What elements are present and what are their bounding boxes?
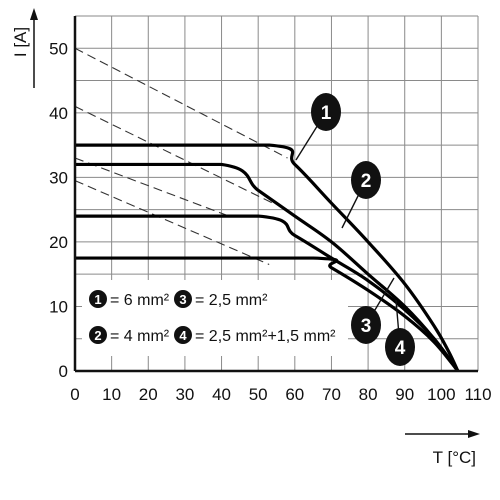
y-axis-arrow-icon — [30, 8, 38, 20]
legend-badge-label-4: 4 — [179, 328, 187, 343]
x-tick-label-30: 30 — [175, 385, 194, 404]
x-axis-title-group: T [°C] — [405, 430, 480, 467]
marker-circle-4 — [385, 328, 415, 366]
x-tick-label-90: 90 — [395, 385, 414, 404]
x-axis-arrow-icon — [468, 430, 480, 438]
y-tick-label-0: 0 — [59, 362, 68, 381]
x-tick-label-0: 0 — [70, 385, 79, 404]
reference-line-1 — [74, 47, 288, 159]
x-tick-label-100: 100 — [427, 385, 455, 404]
marker-circle-1 — [311, 93, 341, 131]
legend-badge-4 — [174, 326, 192, 344]
series-markers: 1 2 3 4 — [295, 93, 415, 366]
y-tick-label-50: 50 — [49, 39, 68, 58]
x-tick-label-60: 60 — [285, 385, 304, 404]
marker-label-3: 3 — [361, 316, 372, 337]
reference-lines — [74, 47, 288, 266]
x-tick-label-10: 10 — [102, 385, 121, 404]
marker-label-1: 1 — [321, 103, 332, 124]
legend: 1 = 6 mm² 3 = 2,5 mm² 2 = 4 mm² 4 = 2,5 mm²+1,5… — [82, 280, 348, 356]
legend-badge-3 — [174, 290, 192, 308]
x-tick-label-80: 80 — [359, 385, 378, 404]
reference-line-3 — [74, 157, 230, 217]
reference-line-4 — [74, 180, 270, 266]
y-axis-title: I [A] — [11, 27, 30, 57]
legend-badge-1 — [89, 290, 107, 308]
series-line-4 — [74, 256, 460, 373]
x-tick-label-20: 20 — [139, 385, 158, 404]
legend-badge-label-2: 2 — [94, 328, 101, 343]
legend-text-2: = 4 mm² — [110, 328, 170, 345]
y-tick-label-40: 40 — [49, 104, 68, 123]
y-tick-labels: 0 10 20 30 40 50 — [49, 39, 68, 381]
marker-circle-2 — [351, 161, 381, 199]
marker-label-2: 2 — [361, 171, 372, 192]
x-tick-label-50: 50 — [249, 385, 268, 404]
legend-text-1: = 6 mm² — [110, 292, 170, 309]
marker-circle-3 — [351, 306, 381, 344]
legend-badge-label-3: 3 — [179, 292, 186, 307]
legend-text-4: = 2,5 mm²+1,5 mm² — [195, 328, 336, 345]
x-tick-label-40: 40 — [212, 385, 231, 404]
legend-badge-label-1: 1 — [94, 292, 101, 307]
y-tick-label-30: 30 — [49, 168, 68, 187]
x-tick-labels: 0 10 20 30 40 50 60 70 80 90 100 110 — [70, 385, 491, 404]
series-group — [74, 143, 460, 373]
axes — [73, 16, 478, 373]
x-tick-label-70: 70 — [322, 385, 341, 404]
y-axis-title-group: I [A] — [11, 8, 38, 88]
reference-line-2 — [74, 105, 274, 204]
x-tick-label-110: 110 — [464, 385, 491, 404]
x-axis-title: T [°C] — [433, 448, 476, 467]
legend-background — [82, 280, 348, 356]
legend-text-3: = 2,5 mm² — [195, 292, 268, 309]
legend-badge-2 — [89, 326, 107, 344]
y-tick-label-20: 20 — [49, 233, 68, 252]
marker-label-4: 4 — [395, 338, 406, 359]
series-line-1 — [75, 143, 460, 372]
y-tick-label-10: 10 — [49, 297, 68, 316]
